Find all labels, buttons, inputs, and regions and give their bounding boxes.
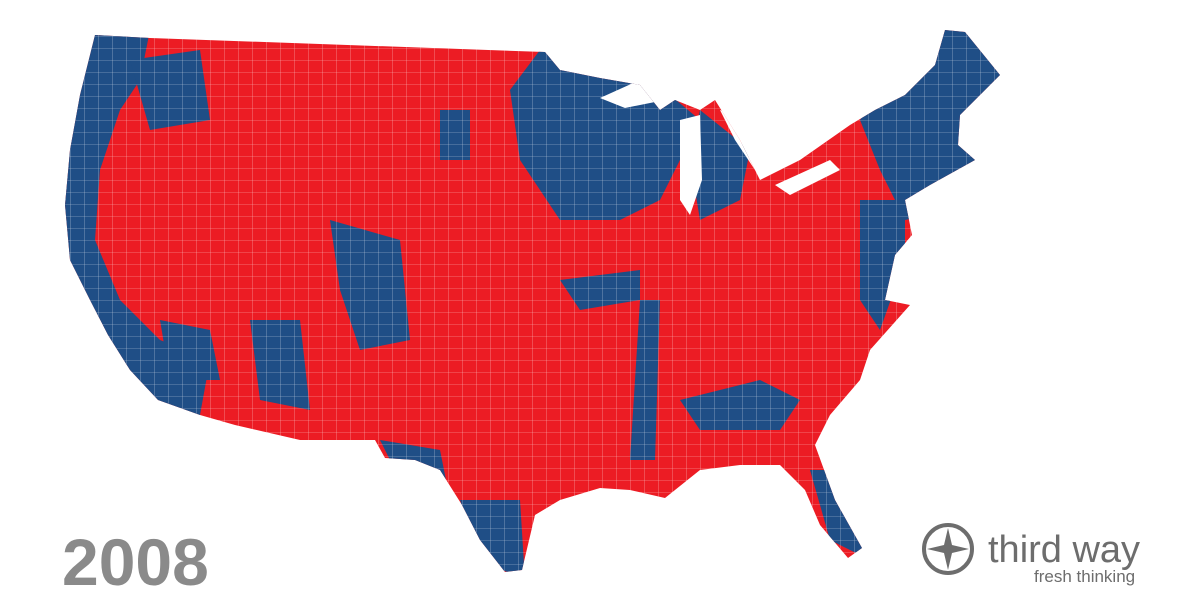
year-label: 2008 (62, 525, 209, 599)
logo-compass (922, 523, 974, 575)
logo: third way fresh thinking (922, 523, 1140, 586)
logo-tagline: fresh thinking (1034, 567, 1135, 586)
logo-star (927, 528, 969, 570)
logo-name: third way (988, 529, 1140, 571)
